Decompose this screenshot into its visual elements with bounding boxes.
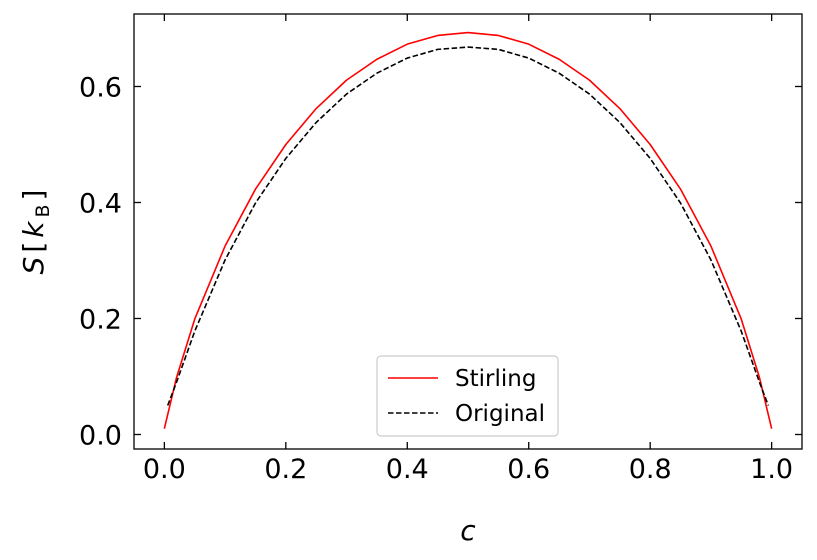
y-axis-label: S [ k B ] bbox=[17, 190, 54, 275]
legend: Stirling Original bbox=[376, 355, 559, 437]
legend-label-stirling: Stirling bbox=[455, 366, 536, 392]
y-axis-unit-subscript: B bbox=[32, 204, 54, 217]
series-line-stirling bbox=[163, 31, 773, 429]
y-axis-bracket-close: ] bbox=[17, 190, 50, 201]
y-axis-symbol: S bbox=[17, 257, 50, 275]
x-tick-label: 0.4 bbox=[386, 454, 429, 485]
x-tick-label: 0.2 bbox=[264, 454, 307, 485]
plot-area: 0.0 0.2 0.4 0.6 0.8 1.0 0.0 0.2 0.4 0.6 bbox=[79, 13, 803, 485]
y-tick-label: 0.4 bbox=[79, 189, 122, 220]
y-axis-bracket-open: [ bbox=[17, 242, 50, 253]
legend-frame bbox=[376, 355, 559, 437]
y-axis-unit-symbol: k bbox=[17, 220, 50, 238]
y-tick-label: 0.6 bbox=[79, 73, 122, 104]
x-tick-label: 1.0 bbox=[750, 454, 793, 485]
axes-frame bbox=[133, 13, 803, 450]
y-tick-label: 0.0 bbox=[79, 421, 122, 452]
x-tick-label: 0.8 bbox=[629, 454, 672, 485]
y-axis-label-text: S [ k B ] bbox=[17, 190, 54, 275]
legend-label-original: Original bbox=[455, 401, 545, 427]
x-axis-label: c bbox=[460, 514, 476, 547]
x-tick-label: 0.0 bbox=[143, 454, 186, 485]
x-tick-label: 0.6 bbox=[507, 454, 550, 485]
x-axis-label-text: c bbox=[460, 514, 476, 547]
series-line-original bbox=[166, 46, 770, 406]
y-tick-label: 0.2 bbox=[79, 305, 122, 336]
